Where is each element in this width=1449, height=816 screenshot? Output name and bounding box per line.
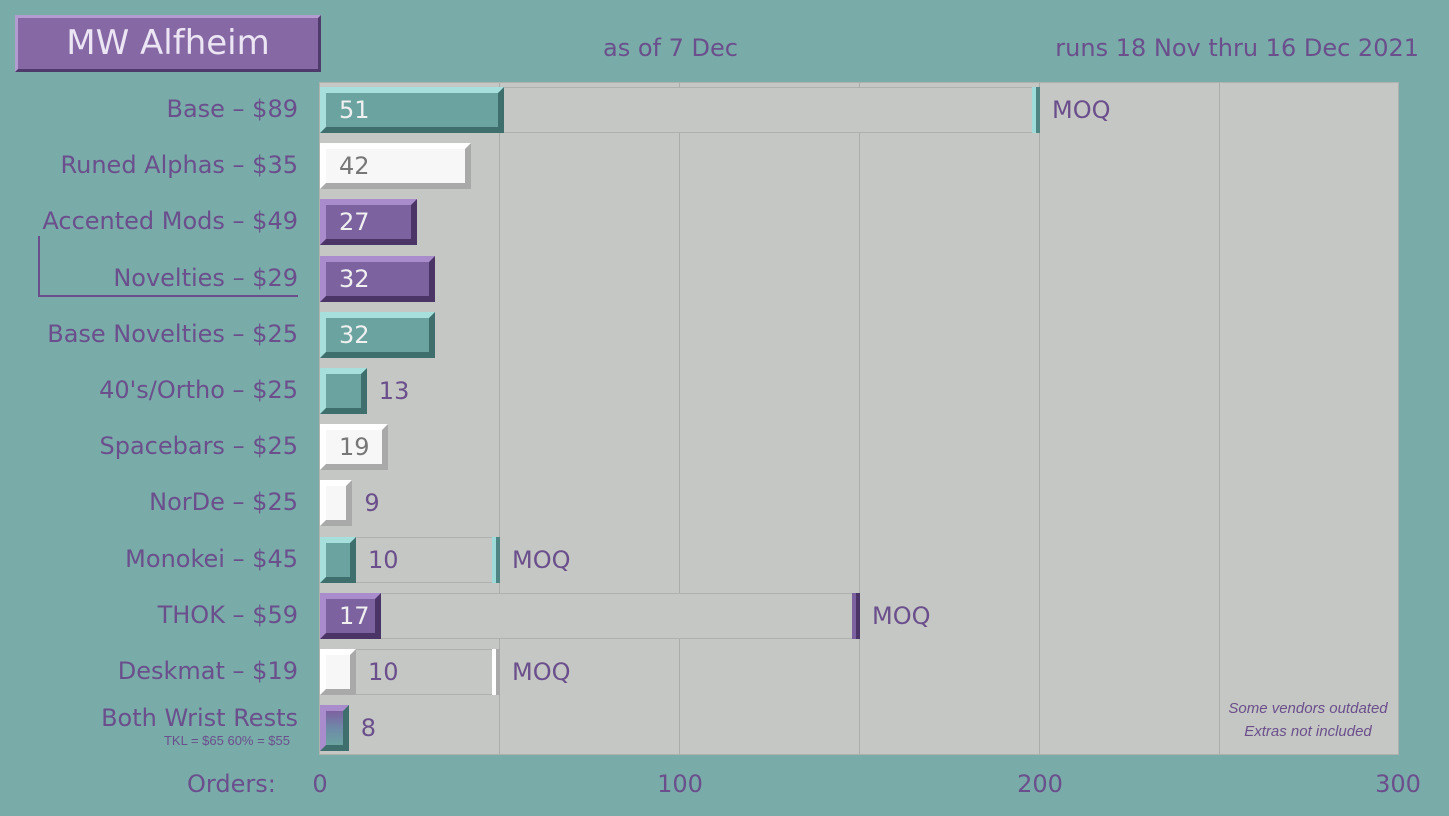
plot-area — [319, 82, 1399, 755]
category-label: Base – $89 — [166, 95, 298, 123]
category-label: NorDe – $25 — [149, 488, 298, 517]
moq-marker — [1032, 87, 1040, 133]
bar-value-label: 9 — [364, 489, 380, 518]
note-extras: Extras not included — [1244, 723, 1372, 740]
moq-label: MOQ — [872, 601, 931, 630]
bar-value-label: 8 — [360, 714, 377, 743]
bar — [320, 368, 367, 414]
gridline — [1219, 83, 1220, 754]
x-tick-label: 100 — [657, 770, 703, 798]
x-axis-title: Orders: — [187, 770, 276, 798]
moq-label: MOQ — [1052, 96, 1111, 124]
bar — [320, 311, 436, 358]
bar-value-label: 27 — [339, 208, 370, 237]
category-label: Base Novelties – $25 — [47, 319, 298, 348]
moq-label: MOQ — [512, 658, 571, 686]
bar — [320, 649, 356, 695]
bar — [320, 255, 436, 302]
x-tick-label: 200 — [1017, 770, 1063, 798]
bar-value-label: 19 — [339, 433, 370, 462]
gridline — [679, 83, 680, 754]
category-label: THOK – $59 — [157, 600, 298, 629]
category-label: 40's/Ortho – $25 — [99, 376, 298, 404]
bar — [320, 87, 504, 133]
bar-value-label: 10 — [368, 545, 399, 574]
chart-title: MW Alfheim — [15, 15, 321, 72]
bar — [320, 480, 353, 527]
bar-value-label: 13 — [378, 377, 410, 405]
category-label: Accented Mods – $49 — [42, 207, 298, 236]
bar — [320, 199, 418, 246]
moq-marker — [492, 536, 500, 583]
category-label: Runed Alphas – $35 — [60, 151, 298, 180]
bar-value-label: 10 — [368, 658, 399, 686]
category-label: Spacebars – $25 — [99, 432, 298, 461]
bar — [320, 592, 382, 639]
note-vendors: Some vendors outdated — [1228, 700, 1388, 717]
bar — [320, 424, 389, 471]
moq-marker — [492, 649, 500, 695]
bar-value-label: 42 — [339, 152, 370, 181]
gridline — [499, 83, 500, 754]
gridline — [859, 83, 860, 754]
x-tick-label: 0 — [312, 770, 328, 798]
bar-value-label: 17 — [339, 601, 370, 630]
category-sublabel: TKL = $65 60% = $55 — [163, 733, 290, 749]
category-label: Novelties – $29 — [113, 263, 298, 292]
category-label: Both Wrist Rests — [101, 704, 298, 733]
run-dates: runs 18 Nov thru 16 Dec 2021 — [1055, 34, 1419, 62]
moq-marker — [852, 592, 860, 639]
category-bracket — [38, 236, 298, 297]
category-label: Deskmat – $19 — [117, 657, 298, 685]
bar — [320, 143, 472, 190]
moq-label: MOQ — [512, 545, 571, 574]
bar-value-label: 32 — [339, 320, 370, 349]
bar — [320, 536, 356, 583]
as-of-date: as of 7 Dec — [603, 34, 738, 62]
bar-value-label: 51 — [339, 96, 370, 124]
x-tick-label: 300 — [1375, 770, 1421, 798]
bar-value-label: 32 — [339, 264, 370, 293]
category-label: Monokei – $45 — [125, 544, 298, 573]
bar — [320, 705, 349, 752]
gridline — [1039, 83, 1040, 754]
moq-target-bar — [320, 592, 860, 639]
